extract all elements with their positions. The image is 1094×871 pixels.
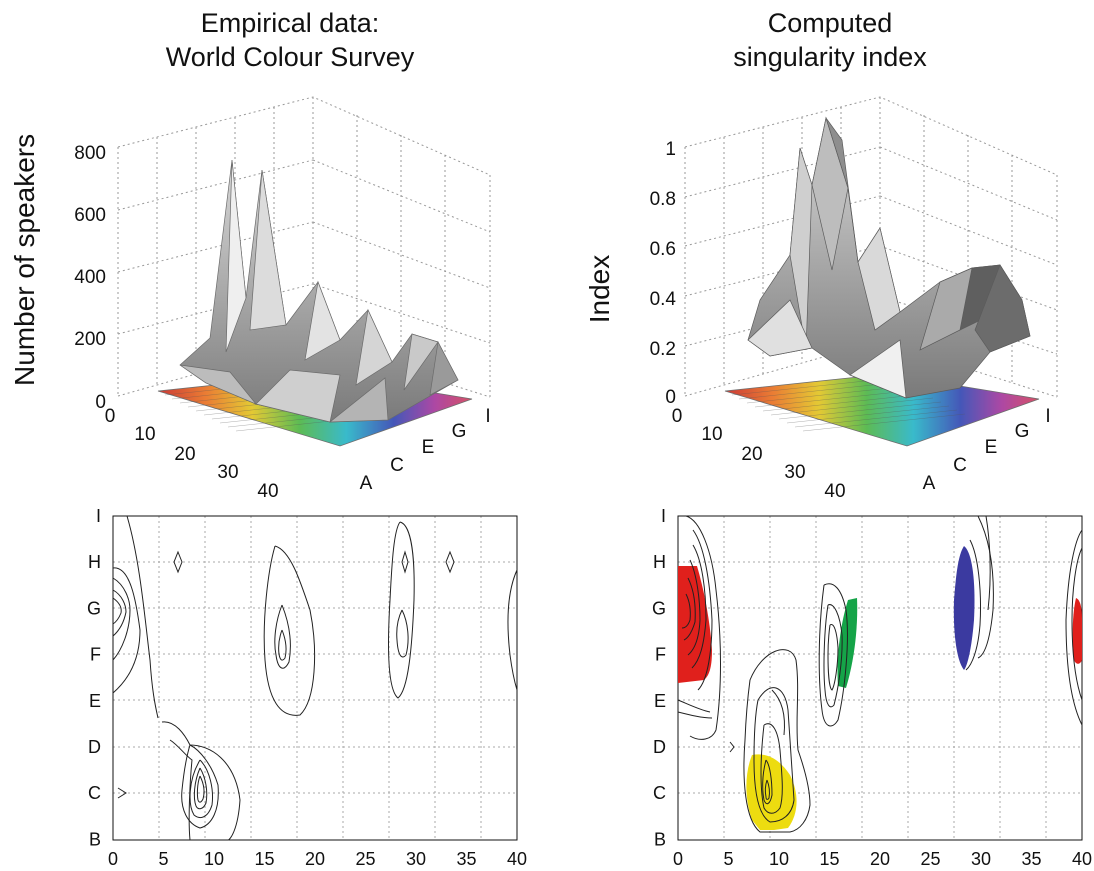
right-contour-x-tick: 25: [920, 849, 940, 869]
right-z-tick: 0.4: [650, 289, 677, 310]
left-contour-x-tick: 0: [108, 849, 118, 869]
left-contour-grid: [113, 516, 517, 840]
right-hue-tick: 30: [784, 462, 805, 483]
right-hue-tick: 20: [741, 444, 762, 465]
right-contour-y-tick: H: [653, 552, 666, 572]
left-contour-x-tick: 30: [406, 849, 426, 869]
left-z-tick: 800: [74, 143, 106, 164]
right-contour-x-tick: 15: [819, 849, 839, 869]
left-z-tick: 0: [95, 392, 106, 413]
right-contour-x-tick: 40: [1072, 849, 1092, 869]
right-title: Computed singularity index: [650, 6, 1010, 74]
left-contour-y-tick: C: [88, 783, 101, 803]
left-contour-x-tick: 25: [355, 849, 375, 869]
left-title: Empirical data: World Colour Survey: [95, 6, 485, 74]
left-z-tick: 400: [74, 267, 106, 288]
right-contour-grid: [678, 516, 1082, 840]
right-z-ticks: 0 0.2 0.4 0.6 0.8 1: [650, 139, 677, 408]
left-contour-y-tick: F: [90, 645, 101, 665]
right-lightness-tick: I: [1045, 406, 1050, 427]
contour-plot-left: 0 5 10 15 20 25 30 35 40 I H G F E D C B: [87, 506, 527, 869]
right-contour-x-tick: 10: [769, 849, 789, 869]
left-contour-y-ticks: I H G F E D C B: [87, 506, 101, 849]
left-z-ticks: 0 200 400 600 800: [74, 143, 106, 413]
right-contour-x-tick: 30: [971, 849, 991, 869]
left-contour-x-ticks: 0 5 10 15 20 25 30 35 40: [108, 849, 527, 869]
right-contour-y-tick: E: [654, 691, 666, 711]
left-hue-tick: 30: [217, 462, 238, 483]
left-contour-x-tick: 35: [456, 849, 476, 869]
left-title-line2: World Colour Survey: [165, 42, 415, 72]
region-yellow: [746, 754, 797, 830]
left-lightness-tick: A: [360, 473, 373, 494]
right-lightness-tick: C: [953, 455, 967, 476]
right-contour-y-tick: G: [652, 598, 666, 618]
right-hue-tick: 40: [824, 481, 845, 502]
left-contour-x-tick: 10: [204, 849, 224, 869]
right-contour-x-tick: 5: [723, 849, 733, 869]
right-contour-x-tick: 20: [870, 849, 890, 869]
right-contour-x-tick: 35: [1021, 849, 1041, 869]
contour-plot-right: 0 5 10 15 20 25 30 35 40 I H G F E D C B: [652, 506, 1092, 869]
right-lightness-tick: A: [923, 473, 936, 494]
region-blue: [953, 546, 975, 670]
categorized-regions: [678, 546, 1082, 830]
left-contour-y-tick: E: [89, 691, 101, 711]
right-floor-mesh: [731, 377, 966, 432]
right-z-tick: 0: [665, 387, 676, 408]
right-contour-y-ticks: I H G F E D C B: [652, 506, 666, 849]
left-contour-x-tick: 15: [254, 849, 274, 869]
right-surface-mesh: [747, 116, 1031, 399]
right-contour-y-tick: D: [653, 737, 666, 757]
left-contour-x-tick: 40: [507, 849, 527, 869]
right-contour-y-tick: C: [653, 783, 666, 803]
left-z-tick: 200: [74, 329, 106, 350]
left-contours: [112, 515, 518, 841]
right-contour-y-tick: F: [655, 645, 666, 665]
right-contour-y-tick: B: [654, 829, 666, 849]
left-title-line1: Empirical data:: [200, 8, 380, 38]
left-hue-tick: 0: [105, 406, 116, 427]
right-contour-y-tick: I: [661, 506, 666, 526]
right-contour-x-tick: 0: [673, 849, 683, 869]
left-hue-tick: 20: [174, 444, 195, 465]
left-hue-ticks: 0 10 20 30 40: [105, 406, 279, 502]
left-contour-y-tick: H: [88, 552, 101, 572]
right-hue-tick: 0: [672, 406, 683, 427]
right-title-line1: Computed: [767, 8, 893, 38]
left-lightness-tick: E: [422, 437, 435, 458]
region-red-left: [678, 566, 712, 683]
left-contour-y-tick: D: [88, 737, 101, 757]
left-lightness-tick: C: [390, 455, 404, 476]
left-lightness-tick: I: [485, 406, 490, 427]
region-red-right: [1072, 598, 1082, 664]
right-z-tick: 0.2: [650, 339, 676, 360]
left-hue-tick: 10: [134, 424, 155, 445]
left-contour-x-tick: 20: [305, 849, 325, 869]
right-contours: [677, 515, 1083, 833]
right-z-tick: 0.6: [650, 239, 676, 260]
left-contour-y-tick: I: [96, 506, 101, 526]
left-contour-x-tick: 5: [158, 849, 168, 869]
left-z-tick: 600: [74, 205, 106, 226]
right-title-line2: singularity index: [733, 42, 927, 72]
left-hue-tick: 40: [257, 481, 278, 502]
left-contour-y-tick: G: [87, 598, 101, 618]
right-z-tick: 1: [665, 139, 676, 160]
right-hue-ticks: 0 10 20 30 40: [672, 406, 846, 502]
right-contour-x-ticks: 0 5 10 15 20 25 30 35 40: [673, 849, 1092, 869]
left-surface-mesh: [179, 159, 459, 423]
right-lightness-tick: E: [985, 437, 998, 458]
left-contour-y-tick: B: [89, 829, 101, 849]
left-lightness-tick: G: [452, 421, 467, 442]
right-lightness-tick: G: [1015, 421, 1030, 442]
right-z-tick: 0.8: [650, 189, 676, 210]
right-hue-tick: 10: [701, 424, 722, 445]
